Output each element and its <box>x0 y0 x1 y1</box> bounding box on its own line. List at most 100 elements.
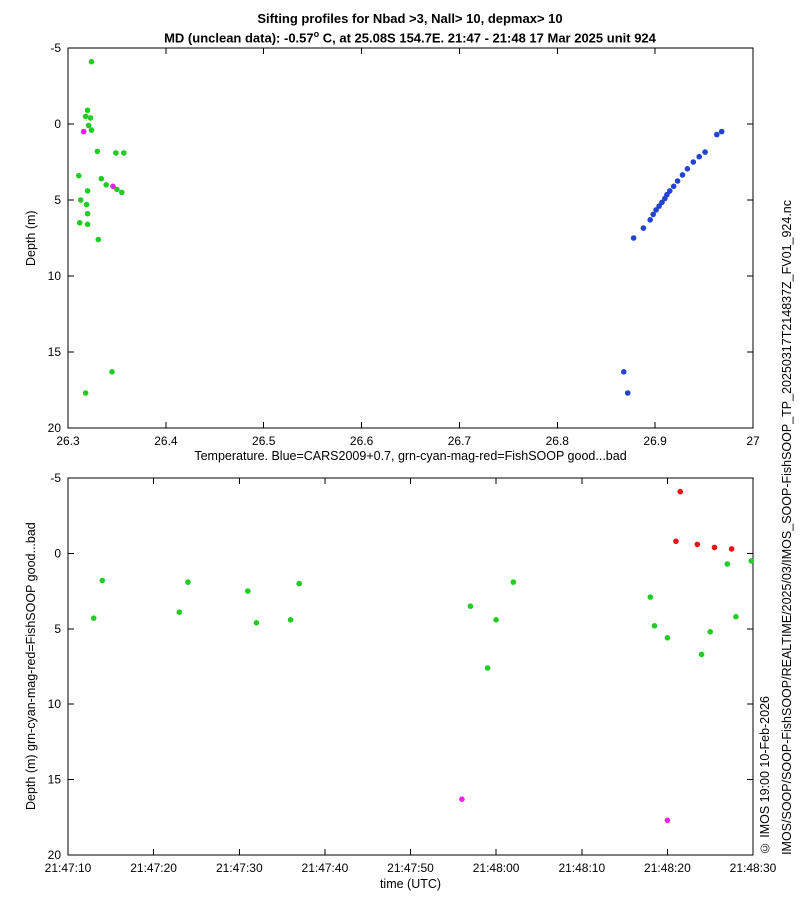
point-fishsoop-good <box>84 107 91 114</box>
point-fishsoop-good <box>99 577 106 584</box>
point-cars2009 <box>650 211 656 218</box>
x-tick-label: 21:48:10 <box>558 861 605 875</box>
point-fishsoop-good <box>647 594 654 600</box>
bottom-chart-xlabel: time (UTC) <box>379 877 442 891</box>
point-fishsoop-good <box>114 186 120 193</box>
y-tick-label: 20 <box>48 421 62 435</box>
y-tick-label: 15 <box>48 773 62 787</box>
netcdf-file-path-watermark: IMOS/SOOP/SOOP-FishSOOP/REALTIME/2025/03… <box>780 200 794 855</box>
point-fishsoop-good <box>76 220 83 226</box>
point-cars2009 <box>714 131 720 138</box>
point-fishsoop-good <box>90 615 97 621</box>
point-fishsoop-good <box>733 613 739 620</box>
degree-superscript: o <box>313 29 320 39</box>
point-fishsoop-suspect <box>459 796 465 802</box>
point-fishsoop-good <box>98 175 105 182</box>
y-tick-label: 5 <box>54 193 61 207</box>
point-cars2009 <box>659 199 665 206</box>
point-fishsoop-bad <box>728 546 735 552</box>
point-cars2009 <box>621 369 627 375</box>
title-line2-suffix: C, at 25.08S 154.7E. 21:47 - 21:48 17 Ma… <box>319 30 656 46</box>
x-tick-label: 26.4 <box>154 434 178 448</box>
point-fishsoop-good <box>113 150 119 156</box>
point-fishsoop-suspect <box>80 128 87 135</box>
point-fishsoop-good <box>253 620 260 626</box>
x-tick-label: 21:48:00 <box>473 861 520 875</box>
point-fishsoop-suspect <box>110 183 116 190</box>
x-tick-label: 21:48:20 <box>644 861 691 875</box>
point-fishsoop-good <box>296 580 303 587</box>
point-cars2009 <box>656 203 662 209</box>
point-fishsoop-good <box>176 609 183 615</box>
x-tick-label: 26.6 <box>350 434 374 448</box>
point-fishsoop-good <box>484 665 491 671</box>
point-fishsoop-good <box>77 197 84 203</box>
y-tick-label: 0 <box>54 546 61 560</box>
point-cars2009 <box>653 207 659 213</box>
y-tick-label: 15 <box>48 345 62 359</box>
point-fishsoop-good <box>119 189 125 196</box>
point-fishsoop-suspect <box>664 817 671 824</box>
point-fishsoop-good <box>185 579 191 585</box>
point-cars2009 <box>679 172 686 178</box>
point-fishsoop-good <box>651 623 658 629</box>
point-fishsoop-good <box>82 390 89 396</box>
temperature-depth-plot: 26.3 26.4 26.5 26.6 26.7 26.8 26.9 27 -5 0 5 10 15 20 <box>48 41 760 448</box>
point-fishsoop-good <box>748 558 755 564</box>
y-tick-label: 5 <box>54 622 61 636</box>
x-tick-label: 26.9 <box>643 434 667 448</box>
point-fishsoop-good <box>103 182 109 188</box>
point-fishsoop-good <box>245 588 251 594</box>
point-cars2009 <box>690 159 697 165</box>
top-chart-ylabel: Depth (m) <box>24 210 38 266</box>
y-tick-label: -5 <box>50 41 61 55</box>
point-cars2009 <box>630 235 637 241</box>
bottom-chart-ylabel: Depth (m) grn-cyan-mag-red=FishSOOP good… <box>24 522 38 811</box>
x-tick-label: 27 <box>746 434 760 448</box>
point-cars2009 <box>684 166 691 172</box>
point-fishsoop-good <box>510 579 517 585</box>
point-cars2009 <box>647 217 653 223</box>
x-tick-label: 26.5 <box>252 434 276 448</box>
title-line2-prefix: MD (unclean data): -0.57 <box>164 30 314 46</box>
point-cars2009 <box>664 191 670 198</box>
point-fishsoop-good <box>94 148 101 155</box>
x-tick-label: 26.8 <box>546 434 570 448</box>
y-tick-label: 0 <box>54 117 61 131</box>
axes-box <box>67 477 754 856</box>
point-fishsoop-good <box>707 629 713 635</box>
point-cars2009 <box>640 225 647 231</box>
point-fishsoop-good <box>88 58 95 65</box>
point-cars2009 <box>667 188 673 194</box>
chart-title-line1: Sifting profiles for Nbad >3, Nall> 10, … <box>257 11 563 26</box>
x-tick-label: 21:48:30 <box>730 861 777 875</box>
chart-title-line2: MD (unclean data): -0.57o C, at 25.08S 1… <box>34 29 786 45</box>
point-fishsoop-bad <box>711 544 718 551</box>
point-cars2009 <box>696 153 702 160</box>
point-cars2009 <box>670 183 677 190</box>
y-tick-label: -5 <box>50 471 61 485</box>
point-fishsoop-good <box>287 617 294 623</box>
point-fishsoop-good <box>87 115 94 121</box>
y-tick-label: 10 <box>48 697 62 711</box>
point-fishsoop-bad <box>694 541 701 548</box>
point-fishsoop-good <box>76 172 82 179</box>
x-tick-label: 21:47:50 <box>387 861 434 875</box>
point-fishsoop-good <box>82 113 89 120</box>
point-fishsoop-good <box>724 561 731 567</box>
point-fishsoop-good <box>109 369 115 375</box>
point-fishsoop-good <box>84 210 91 217</box>
point-fishsoop-good <box>95 236 102 243</box>
point-fishsoop-good <box>84 221 91 228</box>
point-fishsoop-good <box>493 617 499 623</box>
point-fishsoop-bad <box>677 488 683 495</box>
y-tick-label: 20 <box>48 848 62 862</box>
x-tick-label: 26.7 <box>448 434 472 448</box>
point-fishsoop-good <box>121 150 127 156</box>
point-fishsoop-good <box>84 188 91 194</box>
x-tick-label: 21:47:20 <box>130 861 177 875</box>
point-fishsoop-bad <box>673 538 679 545</box>
x-tick-label: 21:47:30 <box>216 861 263 875</box>
point-cars2009 <box>674 178 681 184</box>
